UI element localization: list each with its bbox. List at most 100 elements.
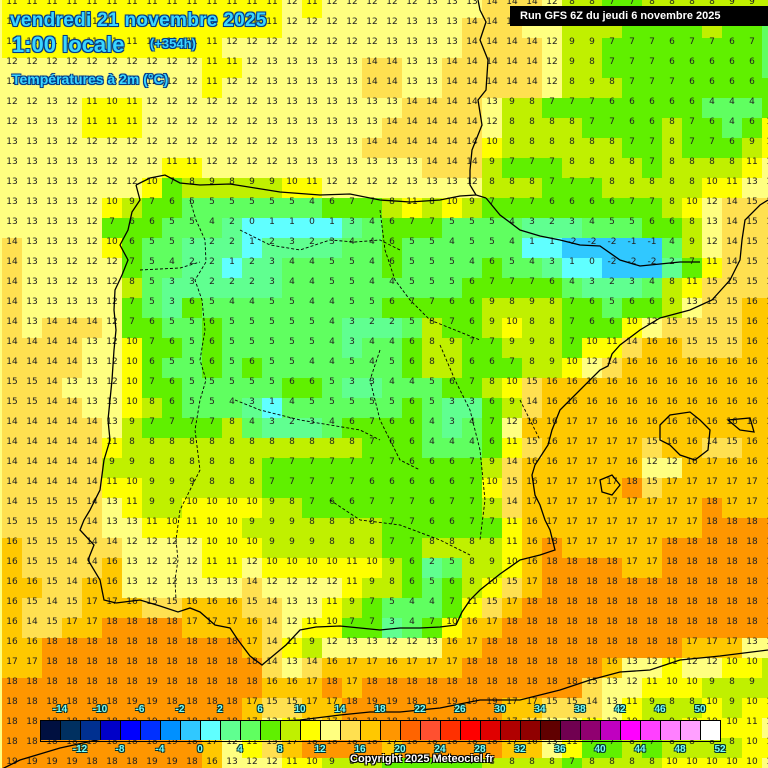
temperature-value: 15 (726, 437, 738, 447)
temperature-value: 6 (729, 37, 735, 47)
temperature-cell (322, 118, 342, 138)
temperature-value: 6 (149, 357, 155, 367)
temperature-value: 4 (169, 257, 175, 267)
temperature-value: 9 (169, 477, 175, 487)
temperature-cell (342, 278, 362, 298)
temperature-value: 8 (529, 757, 535, 767)
temperature-value: 16 (746, 357, 758, 367)
temperature-value: 12 (626, 677, 638, 687)
temperature-value: 3 (169, 277, 175, 287)
temperature-value: 15 (746, 217, 758, 227)
temperature-value: 16 (646, 357, 658, 367)
temperature-value: 5 (149, 257, 155, 267)
temperature-cell (722, 138, 742, 158)
temperature-value: 8 (349, 537, 355, 547)
temperature-cell (202, 138, 222, 158)
temperature-value: 9 (529, 337, 535, 347)
temperature-cell (62, 558, 82, 578)
temperature-value: 12 (126, 157, 138, 167)
temperature-value: 13 (346, 57, 358, 67)
temperature-value: 8 (429, 317, 435, 327)
temperature-value: 14 (446, 77, 458, 87)
temperature-value: 18 (86, 657, 98, 667)
temperature-cell (202, 78, 222, 98)
temperature-value: 5 (409, 257, 415, 267)
temperature-value: 12 (166, 117, 178, 127)
temperature-value: 18 (506, 677, 518, 687)
temperature-value: 17 (566, 477, 578, 487)
temperature-value: 5 (349, 257, 355, 267)
temperature-value: 17 (646, 557, 658, 567)
temperature-cell (282, 198, 302, 218)
temperature-cell (242, 0, 262, 18)
temperature-cell (202, 38, 222, 58)
temperature-cell (362, 38, 382, 58)
temperature-value: 3 (269, 417, 275, 427)
temperature-value: 16 (686, 457, 698, 467)
temperature-value: 11 (746, 157, 758, 167)
temperature-value: 8 (229, 477, 235, 487)
legend-label: 18 (374, 704, 386, 715)
temperature-cell (62, 578, 82, 598)
temperature-cell (142, 578, 162, 598)
temperature-cell (562, 138, 582, 158)
temperature-cell (202, 298, 222, 318)
temperature-cell (2, 198, 22, 218)
temperature-value: 12 (466, 177, 478, 187)
temperature-value: 6 (409, 357, 415, 367)
temperature-value: 10 (126, 357, 138, 367)
temperature-value: 8 (249, 477, 255, 487)
legend-swatch (381, 721, 401, 740)
temperature-cell (302, 438, 322, 458)
temperature-value: 10 (286, 177, 298, 187)
temperature-cell (342, 0, 362, 18)
legend-swatch (421, 721, 441, 740)
legend-swatch (401, 721, 421, 740)
temperature-cell (62, 0, 82, 18)
temperature-value: 13 (746, 637, 758, 647)
temperature-value: 7 (669, 77, 675, 87)
temperature-cell (282, 338, 302, 358)
legend-label: 2 (217, 704, 223, 715)
temperature-value: 10 (326, 617, 338, 627)
temperature-value: 6 (649, 117, 655, 127)
temperature-cell (362, 258, 382, 278)
temperature-value: 8 (549, 337, 555, 347)
temperature-cell (442, 98, 462, 118)
legend-label: 46 (654, 704, 666, 715)
temperature-value: 17 (606, 497, 618, 507)
temperature-cell (262, 518, 282, 538)
temperature-cell (2, 258, 22, 278)
temperature-cell (2, 398, 22, 418)
temperature-value: 9 (689, 237, 695, 247)
temperature-cell (42, 538, 62, 558)
temperature-cell (682, 178, 702, 198)
temperature-value: 7 (449, 597, 455, 607)
temperature-value: 13 (306, 77, 318, 87)
temperature-value: 5 (189, 337, 195, 347)
temperature-value: 2 (389, 317, 395, 327)
temperature-value: 18 (746, 617, 758, 627)
temperature-value: 8 (489, 537, 495, 547)
temperature-cell (302, 498, 322, 518)
temperature-value: 18 (706, 577, 718, 587)
temperature-value: 14 (46, 437, 58, 447)
temperature-value: 12 (226, 137, 238, 147)
temperature-value: 16 (586, 397, 598, 407)
temperature-value: 12 (586, 357, 598, 367)
temperature-value: 6 (289, 377, 295, 387)
temperature-value: 17 (86, 597, 98, 607)
temperature-cell (182, 38, 202, 58)
temperature-cell (262, 298, 282, 318)
temperature-value: 2 (229, 217, 235, 227)
temperature-value: 8 (609, 757, 615, 767)
temperature-value: 18 (666, 617, 678, 627)
temperature-cell (362, 318, 382, 338)
temperature-value: 18 (626, 597, 638, 607)
temperature-cell (302, 358, 322, 378)
temperature-value: 4 (329, 337, 335, 347)
temperature-value: 6 (389, 437, 395, 447)
temperature-cell (2, 498, 22, 518)
temperature-cell (42, 438, 62, 458)
temperature-value: 5 (149, 297, 155, 307)
